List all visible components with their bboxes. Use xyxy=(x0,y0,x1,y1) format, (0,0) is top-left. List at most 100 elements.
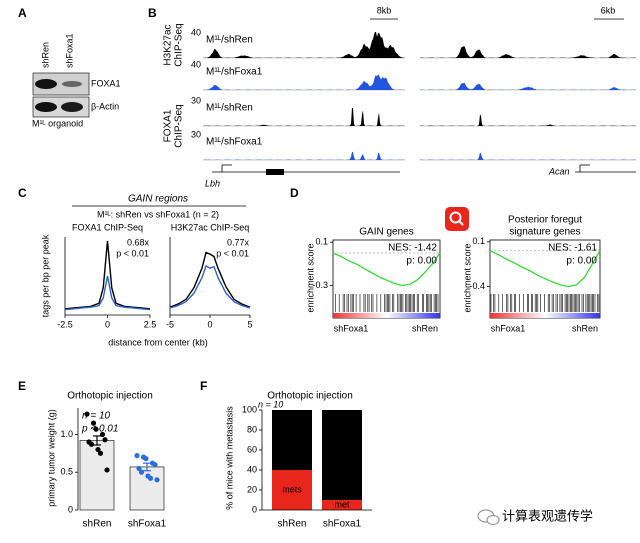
y-tick-label: -0.4 xyxy=(469,281,485,291)
data-point xyxy=(143,456,149,462)
icon-glass xyxy=(449,211,462,224)
caption: M¹ᴸ organoid xyxy=(32,118,83,128)
x-tick-label: shFoxa1 xyxy=(323,519,362,530)
blot xyxy=(32,72,90,96)
panel-label: E xyxy=(18,379,26,393)
segment-label: met xyxy=(334,412,350,422)
chart-title: Orthotopic injection xyxy=(267,391,353,402)
track-max: 30 xyxy=(191,129,201,139)
profile-line xyxy=(64,240,151,310)
x-tick-label: shRen xyxy=(278,519,307,530)
track-sample: M¹ᴸ/shRen xyxy=(206,35,253,46)
assay-label: ChIP-Seq xyxy=(174,23,185,66)
segment-label: mets xyxy=(282,484,302,494)
panel-subtitle: M¹ᴸ: shRen vs shFoxa1 (n = 2) xyxy=(97,209,219,219)
segment-label: met xyxy=(334,499,350,509)
search-icon[interactable] xyxy=(445,207,469,231)
y-tick-label: 1.0 xyxy=(60,429,73,439)
lane-label: shFoxa1 xyxy=(64,33,74,68)
band xyxy=(35,102,57,112)
annotation: p < 0.01 xyxy=(81,424,118,435)
gene-label: Lbh xyxy=(205,178,220,188)
track-signal xyxy=(420,45,636,58)
y-axis-label: tags per bp per peak xyxy=(40,234,50,317)
track-signal xyxy=(203,151,405,160)
annotation: 0.68x xyxy=(127,237,150,247)
y-tick-label: 20 xyxy=(247,484,257,494)
annotation: n = 10 xyxy=(82,411,111,422)
track-sample: M¹ᴸ/shFoxa1 xyxy=(206,67,263,78)
bar xyxy=(129,466,165,511)
y-tick-label: 0.1 xyxy=(315,237,328,247)
track-max: 40 xyxy=(191,27,201,37)
exon xyxy=(266,169,284,175)
y-axis-label: % of mice with metastasis xyxy=(224,406,234,510)
band-label: FOXA1 xyxy=(91,78,121,88)
data-point xyxy=(104,467,110,473)
band xyxy=(61,102,83,112)
segment-label: free xyxy=(334,422,350,432)
data-point xyxy=(88,441,95,447)
scale-bar-label: 6kb xyxy=(601,5,616,15)
annotation: p: 0.00 xyxy=(566,256,597,267)
data-point xyxy=(90,420,97,426)
bar-segment xyxy=(272,470,312,510)
x-tick-label: 0 xyxy=(105,319,110,329)
segment-label: met xyxy=(284,412,300,422)
x-tick-label: 0 xyxy=(207,319,212,329)
x-tick-label: shFoxa1 xyxy=(128,519,167,530)
x-tick-label: 2.5 xyxy=(144,319,157,329)
x-label: shRen xyxy=(412,323,438,333)
band xyxy=(62,81,82,87)
profile-line xyxy=(169,251,251,308)
x-label: shFoxa1 xyxy=(491,323,526,333)
data-point xyxy=(84,411,90,417)
track-signal xyxy=(420,82,636,90)
gene-label: Acan xyxy=(548,166,570,176)
data-point xyxy=(152,462,158,468)
chart-title: FOXA1 ChIP-Seq xyxy=(72,222,143,232)
rank-bar xyxy=(490,313,600,318)
data-point xyxy=(102,437,108,443)
x-tick-label: shRen xyxy=(83,519,112,530)
y-tick-label: 0 xyxy=(68,504,73,514)
x-tick-label: 5 xyxy=(247,319,252,329)
annotation: NES: -1.42 xyxy=(388,243,437,254)
x-tick-label: -2.5 xyxy=(57,319,73,329)
annotation: 0.77x xyxy=(227,237,250,247)
scale-bar-label: 8kb xyxy=(377,5,392,15)
y-axis-label: enrichment score xyxy=(462,243,472,312)
panel-label: F xyxy=(200,379,207,393)
profile-line xyxy=(64,275,151,311)
y-tick-label: 80 xyxy=(247,424,257,434)
track-sample: M¹ᴸ/shFoxa1 xyxy=(206,137,263,148)
band xyxy=(35,79,57,89)
assay-label: FOXA1 xyxy=(163,109,174,142)
data-point xyxy=(147,475,154,481)
panel-label: C xyxy=(18,186,27,200)
y-tick-label: 0.1 xyxy=(472,236,485,246)
data-point xyxy=(99,431,106,438)
panel-label: B xyxy=(148,6,157,20)
x-label: shRen xyxy=(572,323,598,333)
icon-bg xyxy=(445,207,469,231)
data-point xyxy=(136,465,142,472)
annotation: p < 0.01 xyxy=(216,248,249,258)
track-signal xyxy=(420,114,636,126)
bar-segment xyxy=(322,410,362,500)
x-axis-label: distance from center (kb) xyxy=(108,337,208,347)
x-tick-label: -5 xyxy=(166,319,174,329)
wechat-icon xyxy=(477,509,500,526)
annotation: p: 0.00 xyxy=(406,256,437,267)
y-tick-label: 100 xyxy=(242,404,257,414)
panel-label: A xyxy=(18,6,27,20)
chart-title: GAIN genes xyxy=(359,227,413,238)
track-sample: M¹ᴸ/shRen xyxy=(206,103,253,114)
data-point xyxy=(95,446,101,453)
y-axis-label: primary tumor weight (g) xyxy=(46,409,56,507)
icon-handle xyxy=(458,220,464,226)
profile-line xyxy=(169,264,251,309)
chart-title: H3K27ac ChIP-Seq xyxy=(171,222,250,232)
y-tick-label: 0.5 xyxy=(60,467,73,477)
